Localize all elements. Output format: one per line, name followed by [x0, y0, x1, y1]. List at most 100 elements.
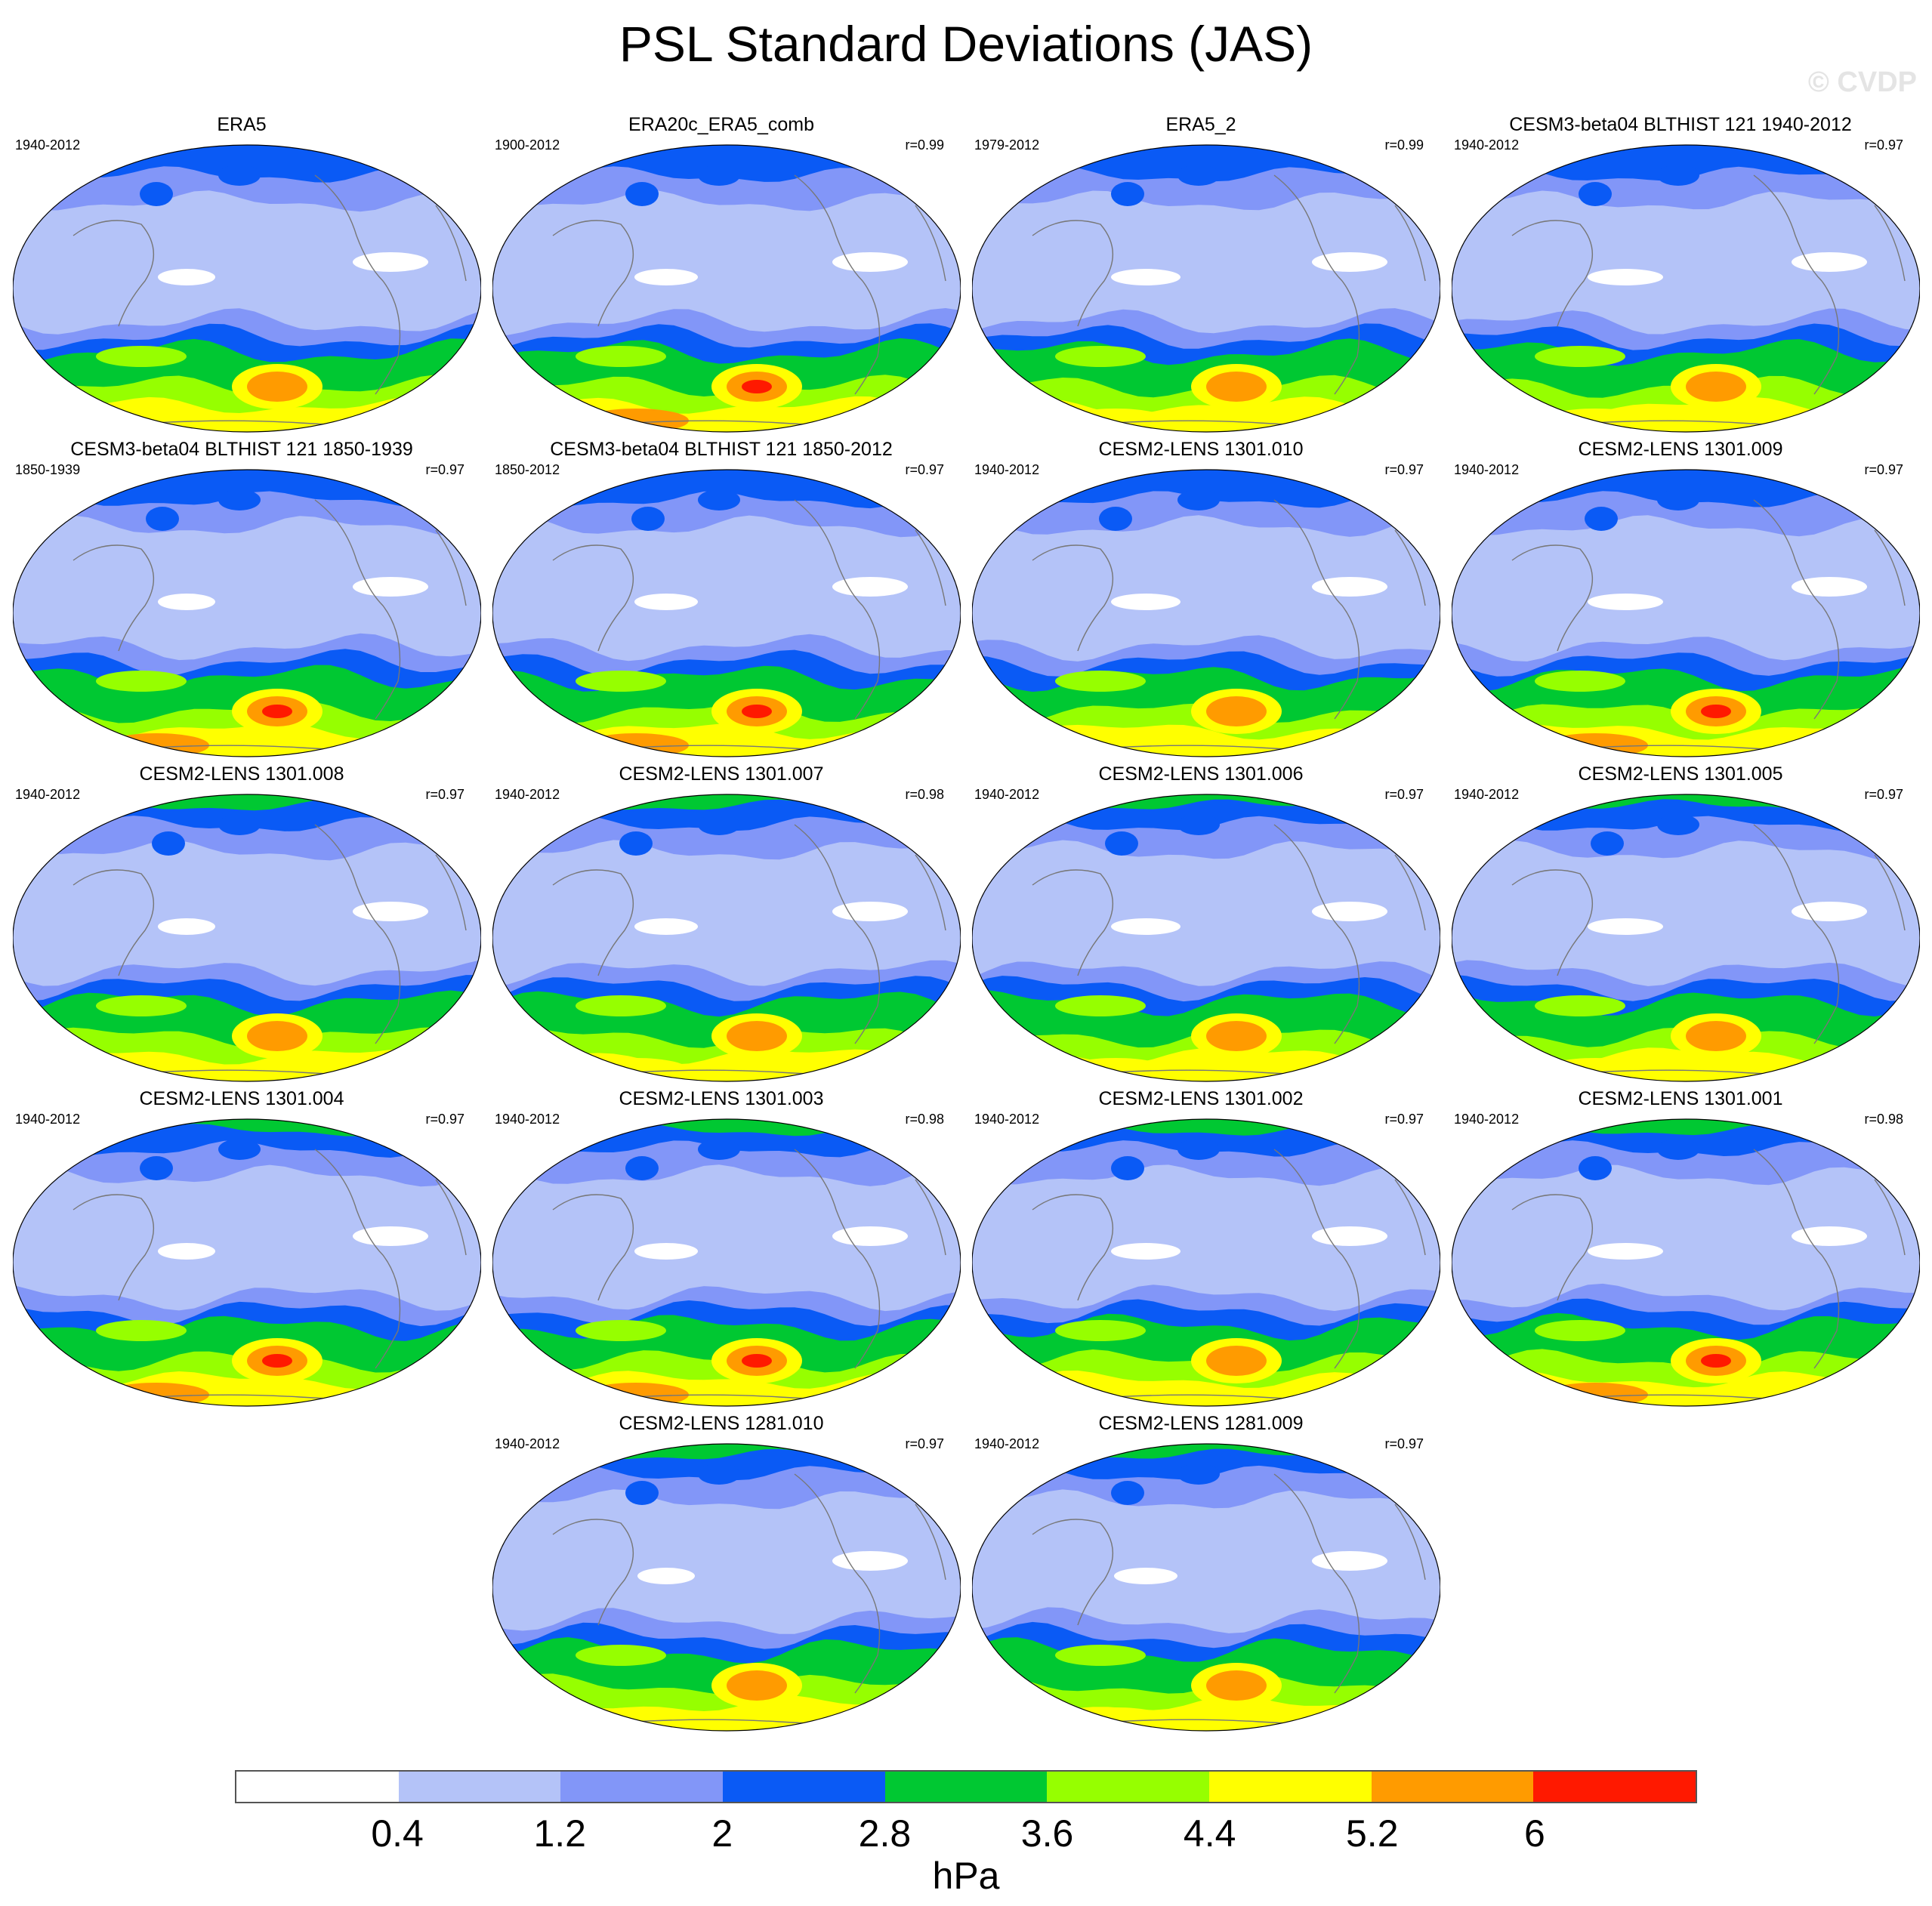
panel-years: 1940-2012 [974, 1112, 1040, 1127]
panel-title: CESM2-LENS 1301.006 [1098, 763, 1304, 785]
panel-years: 1979-2012 [974, 137, 1040, 153]
figure-title: PSL Standard Deviations (JAS) [619, 16, 1313, 72]
panel-title: ERA5 [217, 114, 267, 135]
panel-title: CESM2-LENS 1301.008 [139, 763, 344, 785]
colorbar-tick-label: 0.4 [371, 1812, 424, 1855]
psl-map [972, 794, 1440, 1082]
psl-map [1452, 144, 1920, 433]
map-panel: ERA5 1940-2012 [4, 113, 481, 438]
psl-map [13, 1118, 481, 1407]
psl-map [13, 794, 481, 1082]
panel-correlation: r=0.99 [1384, 137, 1424, 153]
psl-map [972, 469, 1440, 757]
panel-title: CESM2-LENS 1301.002 [1098, 1088, 1304, 1109]
panel-title: ERA5_2 [1165, 114, 1236, 135]
panel-correlation: r=0.97 [425, 787, 464, 802]
panel-correlation: r=0.98 [905, 1112, 944, 1127]
panel-correlation: r=0.97 [425, 462, 464, 477]
map-panel: CESM3-beta04 BLTHIST 121 1850-1939 1850-1… [4, 438, 481, 763]
colorbar-tick-label: 4.4 [1183, 1812, 1236, 1855]
panel-years: 1940-2012 [15, 137, 81, 153]
map-panel: CESM3-beta04 BLTHIST 121 1850-2012 1850-2… [483, 438, 961, 763]
panel-correlation: r=0.99 [905, 137, 944, 153]
map-panel: CESM2-LENS 1301.004 1940-2012 r=0.97 [4, 1087, 481, 1412]
panel-title: CESM2-LENS 1301.001 [1578, 1088, 1783, 1109]
colorbar-units: hPa [932, 1855, 1000, 1897]
psl-map [1452, 1118, 1920, 1407]
psl-map [1452, 469, 1920, 757]
panel-years: 1940-2012 [495, 1112, 560, 1127]
colorbar-swatch [884, 1772, 1048, 1802]
colorbar-tick-label: 2 [711, 1812, 733, 1855]
panel-years: 1940-2012 [974, 1436, 1040, 1451]
panel-title: CESM2-LENS 1301.010 [1098, 439, 1304, 460]
colorbar-tick-label: 5.2 [1346, 1812, 1399, 1855]
map-panel: CESM2-LENS 1281.009 1940-2012 r=0.97 [963, 1412, 1440, 1737]
colorbar-swatch [236, 1772, 399, 1802]
psl-map [972, 144, 1440, 433]
cvdp-watermark: © CVDP [1807, 66, 1917, 98]
panel-correlation: r=0.97 [1864, 137, 1903, 153]
colorbar-swatch [723, 1772, 885, 1802]
panel-correlation: r=0.97 [1384, 462, 1424, 477]
panel-years: 1940-2012 [15, 787, 81, 802]
panel-years: 1940-2012 [974, 462, 1040, 477]
colorbar-swatch [398, 1772, 561, 1802]
colorbar [235, 1770, 1697, 1803]
colorbar-swatch [1047, 1772, 1210, 1802]
panel-title: CESM3-beta04 BLTHIST 121 1940-2012 [1509, 114, 1852, 135]
map-panel: CESM2-LENS 1281.010 1940-2012 r=0.97 [483, 1412, 961, 1737]
panel-title: CESM2-LENS 1281.009 [1098, 1413, 1304, 1434]
panel-title: CESM2-LENS 1281.010 [619, 1413, 824, 1434]
map-panel: ERA5_2 1979-2012 r=0.99 [963, 113, 1440, 438]
map-panel: CESM2-LENS 1301.008 1940-2012 r=0.97 [4, 763, 481, 1087]
psl-map [972, 1443, 1440, 1732]
panel-correlation: r=0.97 [905, 1436, 944, 1451]
panel-title: CESM3-beta04 BLTHIST 121 1850-1939 [70, 439, 413, 460]
panel-title: ERA20c_ERA5_comb [628, 114, 814, 135]
panel-correlation: r=0.97 [1864, 462, 1903, 477]
psl-map [492, 794, 961, 1082]
panel-years: 1900-2012 [495, 137, 560, 153]
psl-map [492, 1443, 961, 1732]
map-panel: CESM3-beta04 BLTHIST 121 1940-2012 1940-2… [1443, 113, 1920, 438]
psl-map [13, 469, 481, 757]
panel-years: 1940-2012 [1454, 787, 1520, 802]
panel-years: 1940-2012 [15, 1112, 81, 1127]
map-panel: CESM2-LENS 1301.010 1940-2012 r=0.97 [963, 438, 1440, 763]
panel-correlation: r=0.97 [425, 1112, 464, 1127]
panel-years: 1850-1939 [15, 462, 81, 477]
panel-years: 1940-2012 [495, 787, 560, 802]
colorbar-swatch [1209, 1772, 1372, 1802]
colorbar-tick-label: 3.6 [1020, 1812, 1074, 1855]
panel-title: CESM2-LENS 1301.005 [1578, 763, 1783, 785]
colorbar-tick-label: 1.2 [533, 1812, 586, 1855]
panel-correlation: r=0.98 [905, 787, 944, 802]
panel-years: 1850-2012 [495, 462, 560, 477]
panel-correlation: r=0.97 [1384, 1112, 1424, 1127]
panel-years: 1940-2012 [1454, 462, 1520, 477]
panel-correlation: r=0.97 [1384, 1436, 1424, 1451]
map-panel: CESM2-LENS 1301.007 1940-2012 r=0.98 [483, 763, 961, 1087]
map-panel: CESM2-LENS 1301.002 1940-2012 r=0.97 [963, 1087, 1440, 1412]
colorbar-tick-label: 6 [1523, 1812, 1545, 1855]
psl-map [13, 144, 481, 433]
map-panel: ERA20c_ERA5_comb 1900-2012 r=0.99 [483, 113, 961, 438]
map-panel: CESM2-LENS 1301.005 1940-2012 r=0.97 [1443, 763, 1920, 1087]
panel-title: CESM2-LENS 1301.003 [619, 1088, 824, 1109]
panel-years: 1940-2012 [495, 1436, 560, 1451]
panel-years: 1940-2012 [1454, 1112, 1520, 1127]
map-panel: CESM2-LENS 1301.009 1940-2012 r=0.97 [1443, 438, 1920, 763]
psl-map [492, 1118, 961, 1407]
colorbar-swatch [1371, 1772, 1534, 1802]
panel-correlation: r=0.97 [905, 462, 944, 477]
panel-title: CESM2-LENS 1301.009 [1578, 439, 1783, 460]
psl-map [972, 1118, 1440, 1407]
panel-years: 1940-2012 [974, 787, 1040, 802]
panel-correlation: r=0.97 [1384, 787, 1424, 802]
panel-correlation: r=0.97 [1864, 787, 1903, 802]
colorbar-tick-label: 2.8 [858, 1812, 912, 1855]
panel-title: CESM2-LENS 1301.007 [619, 763, 824, 785]
map-panel: CESM2-LENS 1301.006 1940-2012 r=0.97 [963, 763, 1440, 1087]
panel-title: CESM2-LENS 1301.004 [139, 1088, 344, 1109]
